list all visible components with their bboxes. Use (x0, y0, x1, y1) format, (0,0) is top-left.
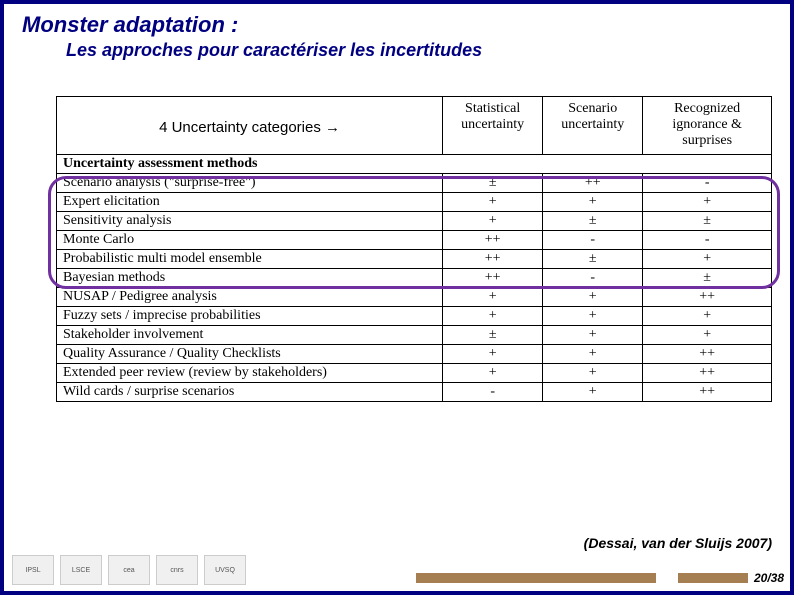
rating-cell: ++ (643, 288, 772, 307)
table-row: Wild cards / surprise scenarios-+++ (57, 383, 772, 402)
rating-cell: ++ (443, 231, 543, 250)
col-scenario: Scenario uncertainty (543, 97, 643, 155)
page-indicator: 20/38 (416, 571, 784, 585)
rating-cell: - (543, 231, 643, 250)
table-row: Scenario analysis ("surprise-free")±++- (57, 174, 772, 193)
rating-cell: + (443, 288, 543, 307)
page-number: 20/38 (754, 571, 784, 585)
method-name: Wild cards / surprise scenarios (57, 383, 443, 402)
slide-subtitle: Les approches pour caractériser les ince… (22, 40, 772, 61)
table-row: Quality Assurance / Quality Checklists++… (57, 345, 772, 364)
rating-cell: + (443, 212, 543, 231)
rating-cell: ± (643, 269, 772, 288)
rating-cell: + (643, 250, 772, 269)
rating-cell: ++ (643, 383, 772, 402)
rating-cell: - (443, 383, 543, 402)
slide-title: Monster adaptation : (22, 12, 772, 38)
rating-cell: + (443, 364, 543, 383)
rating-cell: + (543, 364, 643, 383)
rating-cell: - (543, 269, 643, 288)
rating-cell: ++ (443, 250, 543, 269)
rating-cell: - (643, 174, 772, 193)
rating-cell: + (443, 345, 543, 364)
rating-cell: + (443, 193, 543, 212)
methods-header: Uncertainty assessment methods (57, 155, 772, 174)
rating-cell: + (543, 193, 643, 212)
uncertainty-table: 4 Uncertainty categories → Statistical u… (56, 96, 772, 402)
footer-logos: IPSLLSCEceacnrsUVSQ (12, 555, 246, 585)
rating-cell: ± (643, 212, 772, 231)
rating-cell: + (543, 288, 643, 307)
method-name: Extended peer review (review by stakehol… (57, 364, 443, 383)
table-row: Extended peer review (review by stakehol… (57, 364, 772, 383)
rating-cell: ++ (643, 345, 772, 364)
method-name: Scenario analysis ("surprise-free") (57, 174, 443, 193)
rating-cell: ± (543, 212, 643, 231)
table-row: Stakeholder involvement±++ (57, 326, 772, 345)
rating-cell: ++ (643, 364, 772, 383)
rating-cell: ± (443, 174, 543, 193)
rating-cell: ++ (543, 174, 643, 193)
table-row: Bayesian methods++-± (57, 269, 772, 288)
table-row: Expert elicitation+++ (57, 193, 772, 212)
logo: UVSQ (204, 555, 246, 585)
rating-cell: ± (543, 250, 643, 269)
table-row: Fuzzy sets / imprecise probabilities+++ (57, 307, 772, 326)
logo: cnrs (156, 555, 198, 585)
logo: IPSL (12, 555, 54, 585)
method-name: Sensitivity analysis (57, 212, 443, 231)
method-name: Stakeholder involvement (57, 326, 443, 345)
rating-cell: + (543, 326, 643, 345)
citation: (Dessai, van der Sluijs 2007) (584, 535, 772, 551)
rating-cell: ± (443, 326, 543, 345)
method-name: Fuzzy sets / imprecise probabilities (57, 307, 443, 326)
table-row: Probabilistic multi model ensemble++±+ (57, 250, 772, 269)
rating-cell: + (543, 383, 643, 402)
table-row: NUSAP / Pedigree analysis++++ (57, 288, 772, 307)
method-name: Quality Assurance / Quality Checklists (57, 345, 443, 364)
method-name: Expert elicitation (57, 193, 443, 212)
col-ignorance: Recognized ignorance & surprises (643, 97, 772, 155)
rating-cell: ++ (443, 269, 543, 288)
method-name: Monte Carlo (57, 231, 443, 250)
col-statistical: Statistical uncertainty (443, 97, 543, 155)
table-row: Monte Carlo++-- (57, 231, 772, 250)
logo: LSCE (60, 555, 102, 585)
rating-cell: + (543, 307, 643, 326)
rating-cell: + (543, 345, 643, 364)
rating-cell: - (643, 231, 772, 250)
method-name: NUSAP / Pedigree analysis (57, 288, 443, 307)
method-name: Probabilistic multi model ensemble (57, 250, 443, 269)
table-row: Sensitivity analysis+±± (57, 212, 772, 231)
categories-label: 4 Uncertainty categories → (57, 97, 443, 155)
rating-cell: + (443, 307, 543, 326)
rating-cell: + (643, 326, 772, 345)
logo: cea (108, 555, 150, 585)
rating-cell: + (643, 307, 772, 326)
rating-cell: + (643, 193, 772, 212)
method-name: Bayesian methods (57, 269, 443, 288)
